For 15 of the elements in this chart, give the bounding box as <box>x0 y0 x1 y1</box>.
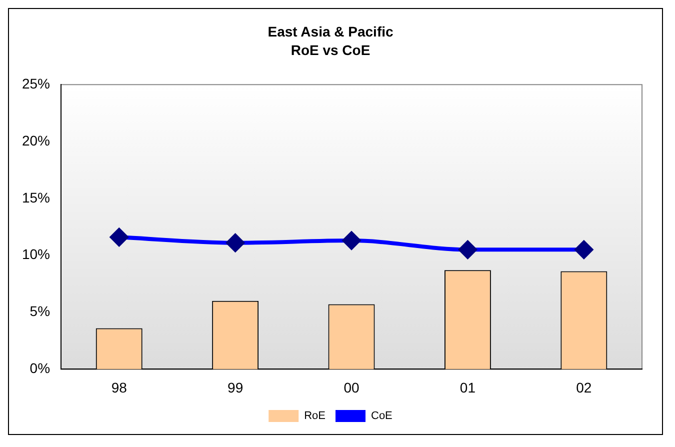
x-tick-label: 01 <box>460 379 476 396</box>
y-tick-label: 10% <box>22 246 50 262</box>
y-tick-label: 15% <box>22 189 50 206</box>
chart-subtitle: RoE vs CoE <box>290 42 370 58</box>
x-tick-label: 99 <box>228 379 244 396</box>
y-tick-label: 0% <box>30 360 50 376</box>
x-tick-label: 02 <box>576 379 592 396</box>
y-tick-label: 25% <box>22 75 50 92</box>
chart-title: East Asia & Pacific <box>268 23 394 40</box>
y-tick-label: 20% <box>22 132 50 148</box>
x-tick-label: 98 <box>111 379 128 396</box>
legend-label: CoE <box>371 410 392 422</box>
x-tick-label: 00 <box>344 379 360 396</box>
legend-label: RoE <box>304 410 326 422</box>
y-tick-label: 5% <box>30 303 50 320</box>
